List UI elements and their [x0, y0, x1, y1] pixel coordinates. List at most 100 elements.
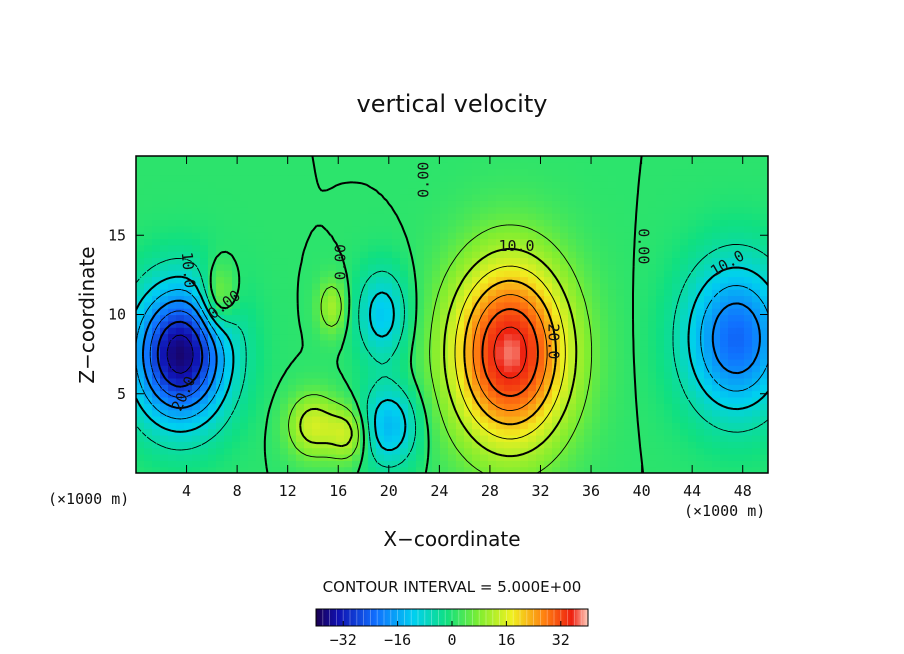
- heatmap-cell: [520, 441, 529, 449]
- heatmap-cell: [480, 396, 489, 404]
- heatmap-cell: [432, 276, 441, 284]
- heatmap-cell: [520, 339, 529, 347]
- heatmap-cell: [704, 194, 713, 201]
- heatmap-cell: [504, 466, 513, 473]
- heatmap-cell: [480, 282, 489, 290]
- heatmap-cell: [584, 295, 593, 303]
- heatmap-cell: [384, 263, 393, 271]
- heatmap-cell: [272, 276, 281, 284]
- heatmap-cell: [480, 339, 489, 347]
- heatmap-cell: [752, 390, 761, 398]
- heatmap-cell: [288, 282, 297, 290]
- heatmap-cell: [488, 225, 497, 233]
- heatmap-cell: [456, 175, 465, 182]
- heatmap-cell: [408, 403, 417, 411]
- heatmap-cell: [576, 403, 585, 411]
- heatmap-cell: [424, 200, 433, 208]
- heatmap-cell: [216, 339, 225, 347]
- heatmap-cell: [408, 263, 417, 271]
- heatmap-cell: [632, 346, 641, 354]
- heatmap-cell: [216, 415, 225, 423]
- heatmap-cell: [576, 162, 585, 170]
- heatmap-cell: [608, 396, 617, 404]
- heatmap-cell: [568, 219, 577, 227]
- heatmap-cell: [744, 339, 753, 347]
- heatmap-cell: [304, 282, 313, 290]
- heatmap-cell: [408, 187, 417, 195]
- heatmap-cell: [568, 187, 577, 195]
- heatmap-cell: [264, 181, 273, 189]
- heatmap-cell: [152, 238, 161, 246]
- heatmap-cell: [232, 156, 241, 163]
- heatmap-cell: [600, 352, 609, 360]
- heatmap-cell: [496, 346, 505, 354]
- heatmap-cell: [688, 384, 697, 392]
- heatmap-cell: [400, 276, 409, 284]
- heatmap-cell: [424, 156, 433, 163]
- heatmap-cell: [480, 428, 489, 436]
- heatmap-cell: [384, 320, 393, 328]
- heatmap-cell: [568, 282, 577, 290]
- heatmap-cell: [616, 225, 625, 233]
- heatmap-cell: [232, 175, 241, 182]
- heatmap-cell: [168, 409, 177, 417]
- heatmap-cell: [184, 232, 193, 240]
- heatmap-cell: [448, 263, 457, 271]
- heatmap-cell: [656, 213, 665, 220]
- heatmap-cell: [608, 289, 617, 297]
- heatmap-cell: [144, 282, 153, 290]
- heatmap-cell: [336, 238, 345, 246]
- heatmap-cell: [656, 390, 665, 398]
- heatmap-cell: [336, 194, 345, 201]
- heatmap-cell: [616, 396, 625, 404]
- heatmap-cell: [624, 257, 633, 265]
- heatmap-cell: [152, 371, 161, 379]
- heatmap-cell: [432, 187, 441, 195]
- heatmap-cell: [760, 156, 768, 163]
- heatmap-cell: [152, 289, 161, 297]
- heatmap-cell: [160, 390, 169, 398]
- heatmap-cell: [320, 346, 329, 354]
- heatmap-cell: [480, 187, 489, 195]
- contour-line: [136, 243, 768, 468]
- heatmap-cell: [432, 289, 441, 297]
- heatmap-cell: [264, 447, 273, 455]
- heatmap-cell: [160, 225, 169, 233]
- heatmap-cell: [496, 460, 505, 468]
- heatmap-cell: [312, 339, 321, 347]
- heatmap-cell: [336, 396, 345, 404]
- heatmap-cell: [248, 156, 257, 163]
- heatmap-cell: [680, 409, 689, 417]
- heatmap-cell: [408, 213, 417, 220]
- heatmap-cell: [464, 314, 473, 322]
- heatmap-cell: [688, 352, 697, 360]
- colorbar-tick-label: −32: [330, 631, 357, 649]
- heatmap-cell: [504, 251, 513, 259]
- heatmap-cell: [248, 415, 257, 423]
- heatmap-cell: [192, 162, 201, 170]
- heatmap-cell: [240, 466, 249, 473]
- heatmap-cell: [600, 390, 609, 398]
- heatmap-cell: [632, 314, 641, 322]
- heatmap-cell: [248, 232, 257, 240]
- heatmap-cell: [520, 314, 529, 322]
- heatmap-cell: [680, 200, 689, 208]
- heatmap-cell: [600, 257, 609, 265]
- heatmap-cell: [200, 213, 209, 220]
- heatmap-cell: [608, 428, 617, 436]
- heatmap-cell: [416, 232, 425, 240]
- heatmap-cell: [512, 396, 521, 404]
- heatmap-cell: [184, 219, 193, 227]
- x-tick-label: 36: [582, 482, 600, 500]
- heatmap-cell: [576, 466, 585, 473]
- heatmap-cell: [248, 403, 257, 411]
- heatmap-cell: [200, 434, 209, 442]
- heatmap-cell: [360, 200, 369, 208]
- heatmap-cell: [264, 384, 273, 392]
- heatmap-cell: [288, 415, 297, 423]
- heatmap-cell: [136, 238, 145, 246]
- heatmap-cell: [184, 175, 193, 182]
- heatmap-cell: [312, 263, 321, 271]
- heatmap-cell: [272, 441, 281, 449]
- heatmap-cell: [192, 295, 201, 303]
